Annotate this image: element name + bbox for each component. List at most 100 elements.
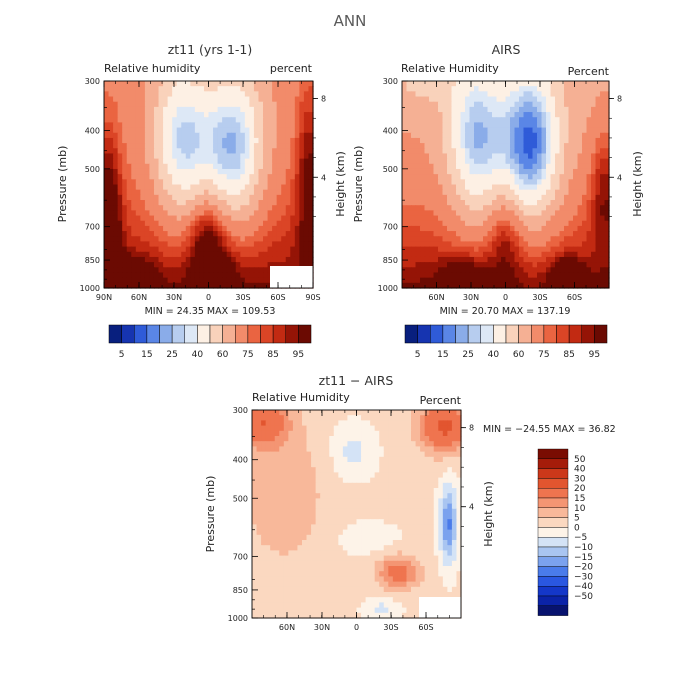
field-cell (447, 174, 453, 180)
field-cell (158, 117, 164, 123)
field-cell (456, 168, 462, 175)
field-cell (226, 168, 232, 175)
field-cell (451, 446, 458, 453)
field-cell (140, 96, 146, 103)
field-cell (194, 282, 201, 289)
field-cell (523, 158, 529, 165)
field-cell (483, 189, 489, 196)
field-cell (424, 168, 430, 175)
field-cell (149, 205, 155, 211)
field-cell (501, 262, 507, 268)
field-cell (595, 189, 601, 196)
field-cell (469, 262, 475, 268)
field-cell (510, 112, 516, 118)
field-cell (447, 86, 453, 92)
field-cell (149, 143, 155, 149)
field-cell (104, 189, 110, 196)
field-cell (315, 493, 321, 499)
field-cell (153, 272, 160, 279)
field-cell (149, 194, 155, 201)
field-cell (429, 158, 435, 165)
field-cell (329, 456, 335, 463)
field-cell (424, 462, 430, 468)
field-cell (411, 122, 417, 129)
field-cell (397, 524, 403, 531)
field-cell (456, 117, 462, 123)
field-cell (559, 210, 565, 217)
field-cell (167, 215, 173, 222)
field-cell (528, 122, 534, 129)
field-cell (299, 101, 305, 108)
field-cell (276, 231, 282, 237)
field-cell (514, 86, 520, 92)
field-cell (163, 168, 169, 175)
field-cell (442, 200, 448, 206)
field-cell (167, 112, 173, 118)
field-cell (460, 174, 466, 180)
field-cell (411, 514, 417, 520)
field-cell (505, 184, 511, 191)
field-cell (429, 498, 435, 505)
field-cell (231, 241, 237, 248)
field-cell (429, 220, 435, 227)
field-cell (167, 168, 173, 175)
field-cell (333, 415, 339, 421)
field-cell (303, 184, 310, 191)
field-cell (424, 467, 430, 473)
field-cell (397, 462, 403, 468)
field-cell (140, 210, 146, 217)
field-cell (370, 425, 376, 432)
field-cell (261, 467, 267, 473)
field-cell (104, 163, 110, 170)
field-cell (338, 503, 344, 510)
field-cell (492, 148, 498, 155)
field-cell (261, 529, 267, 536)
field-cell (379, 420, 385, 427)
field-cell (523, 236, 529, 243)
field-cell (249, 272, 255, 279)
colorbar-label: 60 (513, 350, 525, 360)
field-cell (203, 143, 210, 149)
field-cell (442, 153, 448, 160)
field-cell (429, 106, 435, 113)
field-cell (478, 189, 484, 196)
field-cell (181, 106, 187, 113)
field-cell (217, 200, 223, 206)
field-cell (415, 101, 421, 108)
field-cell (272, 112, 278, 118)
field-cell (149, 132, 155, 139)
field-cell (274, 425, 280, 432)
field-cell (261, 482, 267, 489)
field-cell (501, 220, 507, 227)
super-title: ANN (334, 12, 367, 30)
field-cell (501, 143, 507, 149)
field-cell (167, 256, 173, 263)
field-cell (163, 163, 169, 170)
field-cell (181, 153, 187, 160)
field-cell (420, 246, 426, 253)
field-cell (303, 179, 310, 186)
field-cell (478, 112, 484, 118)
field-cell (217, 194, 223, 201)
field-cell (253, 262, 260, 268)
field-cell (297, 477, 303, 484)
field-cell (281, 205, 287, 211)
field-cell (176, 262, 182, 268)
field-cell (290, 81, 296, 87)
field-cell (451, 277, 457, 284)
field-cell (537, 184, 543, 191)
field-cell (451, 262, 457, 268)
field-cell (176, 143, 182, 149)
field-cell (144, 231, 151, 237)
field-cell (577, 231, 583, 237)
field-cell (411, 446, 417, 453)
field-cell (388, 456, 394, 463)
y-tick-label: 700 (85, 223, 100, 232)
field-cell (401, 508, 408, 515)
field-cell (292, 488, 299, 494)
field-cell (559, 246, 565, 253)
field-cell (249, 132, 255, 139)
field-cell (144, 106, 151, 113)
field-cell (320, 498, 326, 505)
field-cell (406, 246, 412, 253)
